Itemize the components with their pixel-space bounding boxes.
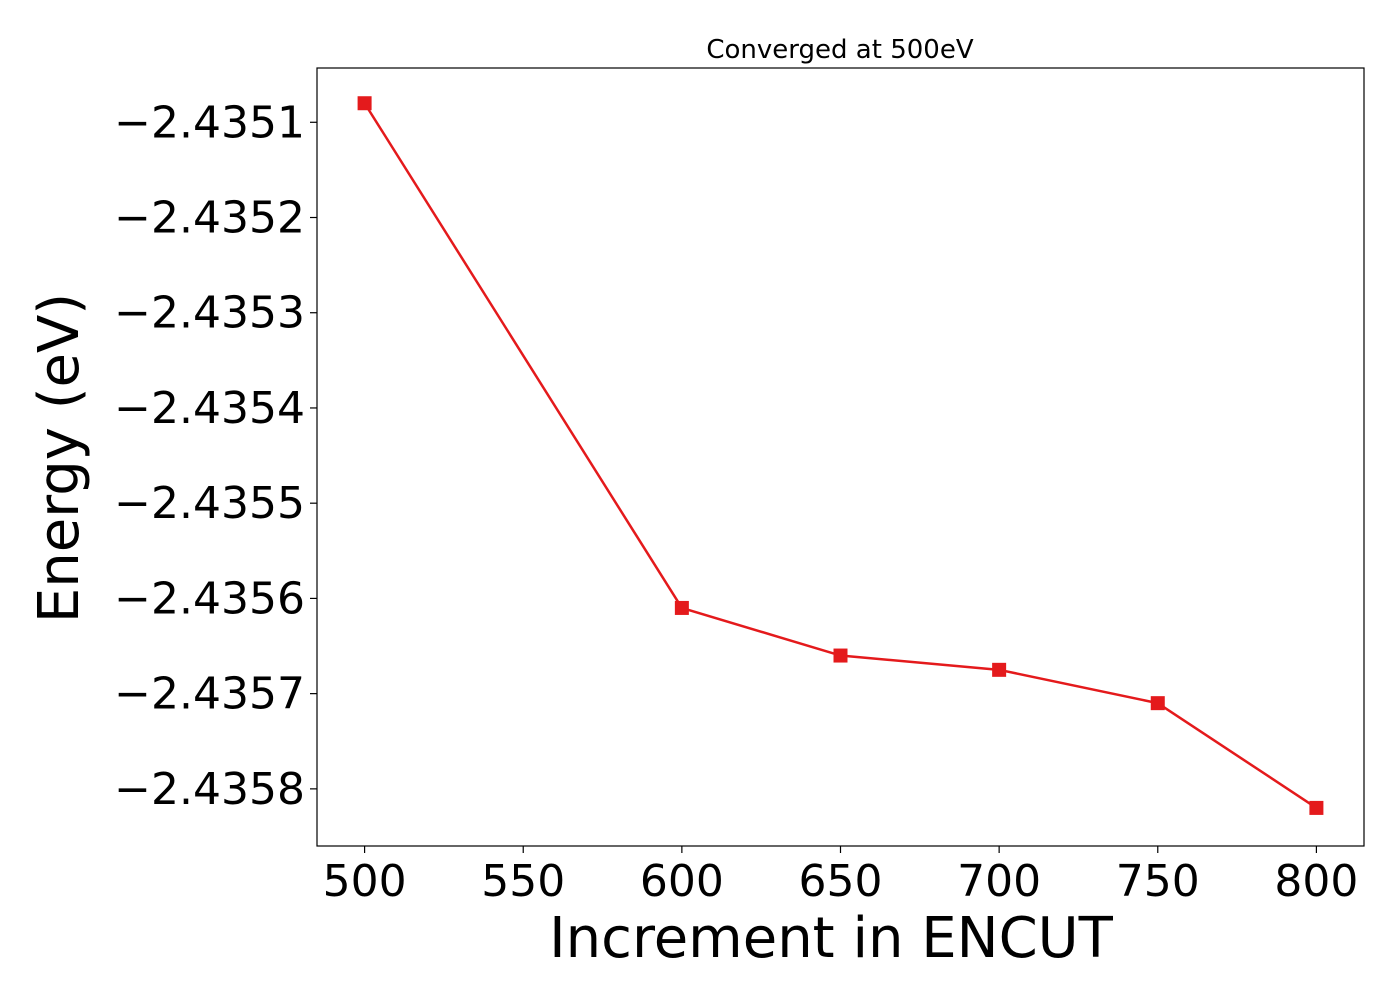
x-tick-label: 550 — [481, 856, 565, 907]
series-layer — [357, 96, 1324, 815]
x-tick-label: 650 — [799, 856, 883, 907]
x-tick-label: 500 — [323, 856, 407, 907]
x-tick-label: 700 — [957, 856, 1041, 907]
x-axis-label: Increment in ENCUT — [549, 906, 1114, 971]
y-tick-label: −2.4354 — [114, 383, 305, 434]
data-point-marker — [1150, 696, 1165, 711]
data-point-marker — [833, 648, 848, 663]
y-axis-label: Energy (eV) — [27, 293, 92, 623]
x-tick-label: 750 — [1116, 856, 1200, 907]
x-tick-label: 800 — [1274, 856, 1358, 907]
data-point-marker — [357, 96, 372, 111]
x-tick-label: 600 — [640, 856, 724, 907]
y-tick-label: −2.4355 — [114, 478, 305, 529]
data-point-marker — [674, 600, 689, 615]
y-tick-label: −2.4353 — [114, 288, 305, 339]
data-point-marker — [1309, 800, 1324, 815]
y-tick-label: −2.4356 — [114, 573, 305, 624]
x-axis: 500 550 600 650 700 750 800 — [323, 846, 1358, 907]
y-tick-label: −2.4358 — [114, 764, 305, 815]
y-tick-label: −2.4357 — [114, 669, 305, 720]
data-point-marker — [992, 662, 1007, 677]
y-tick-label: −2.4351 — [114, 97, 305, 148]
y-tick-label: −2.4352 — [114, 193, 305, 244]
plot-area-frame — [316, 67, 1365, 847]
chart-title: Converged at 500eV — [706, 35, 973, 65]
series-line — [363, 102, 1318, 809]
y-axis: −2.4351 −2.4352 −2.4353 −2.4354 −2.4355 −2.43… — [114, 97, 317, 815]
